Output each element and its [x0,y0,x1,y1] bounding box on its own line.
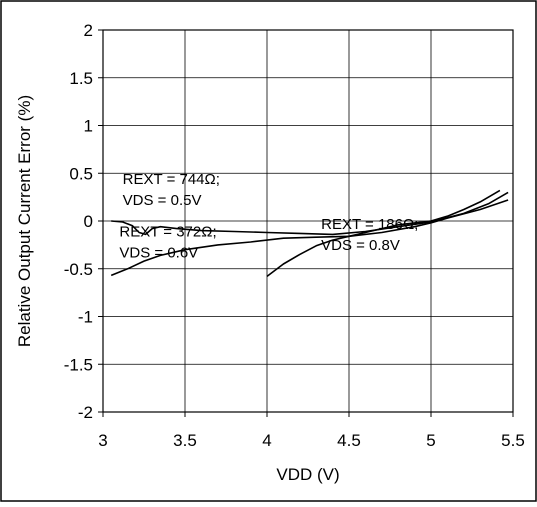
x-axis-ticks: 3 3.5 4 4.5 5 5.5 [98,412,525,450]
y-tick-label: 1 [84,117,93,136]
annotation-line: REXT = 186Ω; [321,216,418,233]
y-tick-label: -1.5 [64,355,93,374]
series-layer [110,189,509,278]
y-tick-label: 1.5 [69,69,93,88]
y-tick-label: -0.5 [64,260,93,279]
annotation-line: REXT = 744Ω; [123,171,220,188]
x-tick-label: 4.5 [337,431,361,450]
annotation-line: VDS = 0.6V [119,244,198,261]
y-tick-label: -1 [78,308,93,327]
y-tick-label: -2 [78,403,93,422]
x-tick-label: 3.5 [173,431,197,450]
y-tick-label: 0.5 [69,164,93,183]
y-tick-label: 0 [84,212,93,231]
x-axis-label: VDD (V) [276,465,339,484]
annotation-1: REXT = 744Ω; VDS = 0.5V [123,171,220,209]
x-tick-label: 3 [98,431,107,450]
series-line-1 [111,191,509,236]
x-tick-label: 4 [262,431,271,450]
annotation-3: REXT = 186Ω; VDS = 0.8V [321,216,418,254]
series-line-2 [110,199,509,277]
x-tick-label: 5.5 [501,431,525,450]
annotation-line: REXT = 372Ω; [119,223,216,240]
annotations: REXT = 744Ω; VDS = 0.5V REXT = 372Ω; VDS = … [119,171,418,262]
y-tick-label: 2 [84,21,93,40]
series-line-3 [266,189,501,278]
annotation-2: REXT = 372Ω; VDS = 0.6V [119,223,216,261]
y-axis-label: Relative Output Current Error (%) [15,95,34,347]
x-tick-label: 5 [426,431,435,450]
annotation-line: VDS = 0.5V [123,192,202,209]
annotation-line: VDS = 0.8V [321,237,400,254]
y-axis-ticks: 2 1.5 1 0.5 0 -0.5 -1 -1.5 -2 [64,21,103,422]
